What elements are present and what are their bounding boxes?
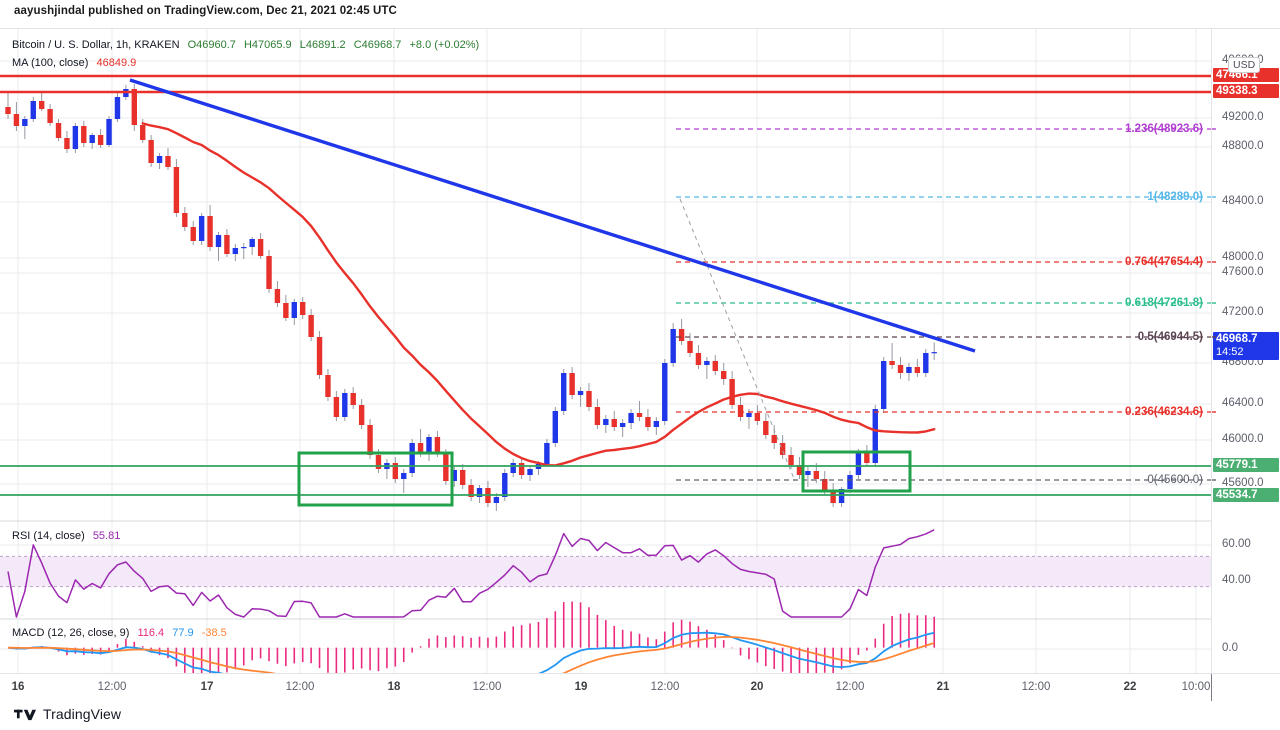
price-axis-label: 48000.0 [1222, 251, 1264, 263]
chart-frame: Bitcoin / U. S. Dollar, 1h, KRAKEN O4696… [0, 28, 1280, 701]
time-axis-label: 12:00 [650, 681, 680, 693]
price-axis-label: 48400.0 [1222, 195, 1264, 207]
publisher-line: aayushjindal published on TradingView.co… [14, 5, 397, 17]
fib-level-label-2: 0.764(47654.4) [1124, 256, 1203, 268]
price-tag-value: 49338.3 [1216, 85, 1258, 97]
chart-plot-area[interactable]: Bitcoin / U. S. Dollar, 1h, KRAKEN O4696… [0, 29, 1212, 673]
time-axis[interactable]: 16 12:00 17 12:00 18 12:00 19 12:00 20 12:00 21 12:… [0, 673, 1280, 701]
time-axis-label: 18 [387, 681, 401, 693]
tradingview-wordmark: TradingView [43, 706, 122, 722]
price-axis-ticks [1212, 128, 1216, 481]
series-layer [0, 84, 1211, 673]
price-tag-value: 45779.1 [1216, 459, 1258, 471]
tradingview-logo-icon [14, 709, 36, 721]
price-axis-label: 46000.0 [1222, 433, 1264, 445]
indicator-axis-label: 40.00 [1222, 574, 1251, 586]
fib-level-label-6: 0(45600.0) [1147, 474, 1203, 486]
time-axis-label: 21 [936, 681, 950, 693]
time-axis-label: 17 [200, 681, 214, 693]
time-axis-label: 10:00 [1181, 681, 1211, 693]
drawings-layer[interactable] [0, 29, 1212, 673]
fib-level-label-1: 1(48289.0) [1147, 191, 1203, 203]
price-tag-value: 45534.7 [1216, 489, 1258, 501]
price-axis-label: 47600.0 [1222, 266, 1264, 278]
footer-brand: TradingView [14, 706, 121, 722]
indicator-axis-label: 0.0 [1222, 642, 1238, 654]
fib-level-label-3: 0.618(47261.8) [1124, 297, 1203, 309]
price-tag-value: 46968.7 [1216, 333, 1258, 345]
time-axis-label: 12:00 [1021, 681, 1051, 693]
fib-level-label-4: 0.5(46944.5) [1137, 331, 1203, 343]
price-tag-green[interactable]: 45534.7 [1213, 488, 1279, 502]
price-axis-label: 49200.0 [1222, 111, 1264, 123]
price-axis-label: 47200.0 [1222, 306, 1264, 318]
price-axis-label: 45600.0 [1222, 477, 1264, 489]
time-axis-label: 20 [750, 681, 764, 693]
time-axis-label: 16 [11, 681, 25, 693]
price-axis-label: 46400.0 [1222, 397, 1264, 409]
indicator-axis-label: 60.00 [1222, 538, 1251, 550]
price-tag-time: 14:52 [1216, 346, 1244, 358]
time-axis-label: 19 [574, 681, 588, 693]
time-axis-label: 12:00 [472, 681, 502, 693]
price-tag-blue[interactable]: 46968.7 14:52 [1213, 332, 1279, 360]
currency-pill: USD [1228, 57, 1261, 73]
fib-level-label-0: 1.236(48923.6) [1124, 123, 1203, 135]
time-axis-label: 12:00 [835, 681, 865, 693]
time-axis-label: 22 [1123, 681, 1137, 693]
price-axis-label: 48800.0 [1222, 140, 1264, 152]
time-axis-label: 12:00 [285, 681, 315, 693]
price-tag-green[interactable]: 45779.1 [1213, 458, 1279, 472]
fib-level-label-5: 0.236(46234.6) [1124, 406, 1203, 418]
time-axis-label: 12:00 [97, 681, 127, 693]
time-axis-edge-marker [1211, 674, 1212, 701]
price-tag-red[interactable]: 49338.3 [1213, 84, 1279, 98]
price-axis[interactable]: USD 49600.049200.048800.048400.048000.04… [1212, 29, 1280, 673]
